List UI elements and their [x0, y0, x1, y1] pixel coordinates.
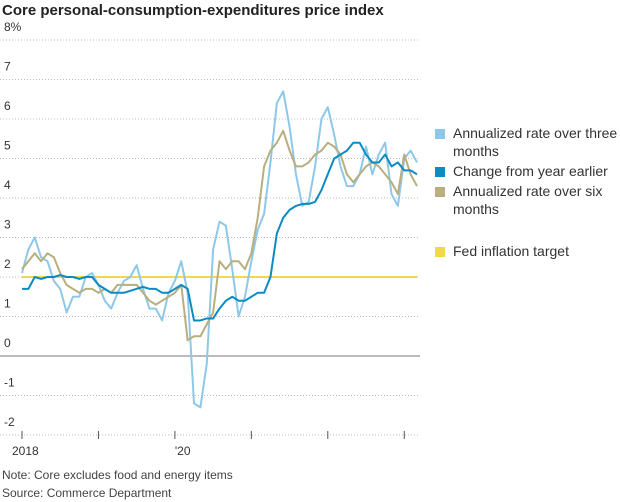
- source: Source: Commerce Department: [2, 486, 172, 500]
- legend-item: Fed inflation target: [433, 242, 618, 260]
- legend-item: Change from year earlier: [433, 162, 618, 180]
- legend: Annualized rate over three months Change …: [433, 124, 618, 262]
- y-tick-label: 4: [4, 178, 11, 192]
- legend-swatch: [435, 129, 445, 139]
- y-tick-label: 7: [4, 60, 11, 74]
- x-tick-label: '20: [175, 444, 191, 458]
- legend-swatch: [435, 187, 445, 197]
- legend-item: Annualized rate over six months: [433, 182, 618, 218]
- series-line: [21, 129, 418, 342]
- legend-label: Annualized rate over six months: [453, 183, 603, 217]
- legend-label: Fed inflation target: [453, 243, 569, 259]
- y-tick-label: -1: [4, 376, 15, 390]
- y-tick-label: 6: [4, 99, 11, 113]
- chart-title: Core personal-consumption-expenditures p…: [2, 2, 384, 19]
- series-line: [21, 90, 418, 409]
- legend-swatch: [435, 167, 445, 177]
- x-tick-label: 2018: [12, 444, 39, 458]
- y-tick-label: 1: [4, 297, 11, 311]
- y-tick-label: 0: [4, 336, 11, 350]
- y-tick-label: 5: [4, 139, 11, 153]
- y-tick-label: 3: [4, 218, 11, 232]
- legend-label: Annualized rate over three months: [453, 125, 618, 159]
- legend-label: Change from year earlier: [453, 163, 608, 179]
- legend-swatch: [435, 247, 445, 257]
- legend-item: Annualized rate over three months: [433, 124, 618, 160]
- y-tick-label: -2: [4, 415, 15, 429]
- note: Note: Core excludes food and energy item…: [2, 468, 233, 482]
- y-tick-label: 8%: [4, 20, 22, 34]
- y-tick-label: 2: [4, 257, 11, 271]
- series-line: [22, 141, 418, 322]
- notes: Note: Core excludes food and energy item…: [2, 466, 233, 502]
